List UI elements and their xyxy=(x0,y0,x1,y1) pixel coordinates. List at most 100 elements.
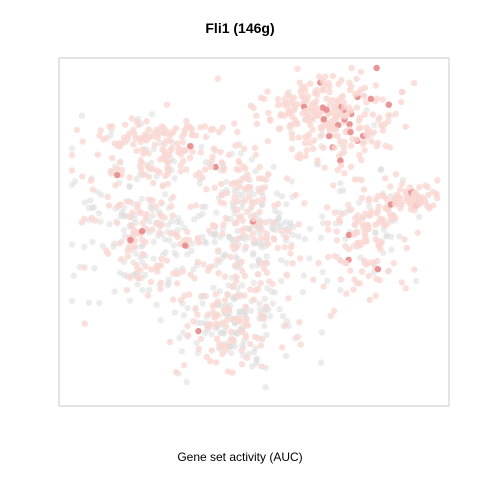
cell-point xyxy=(412,203,419,210)
cell-point xyxy=(116,269,124,276)
cell-point xyxy=(130,229,138,236)
cell-point xyxy=(331,209,338,216)
cell-point xyxy=(332,126,340,133)
cell-point xyxy=(183,123,190,130)
cell-point xyxy=(190,266,197,273)
cell-point xyxy=(89,238,96,246)
cell-point xyxy=(248,199,256,206)
cell-point xyxy=(124,253,132,260)
cell-point xyxy=(258,226,265,233)
cell-point xyxy=(157,222,164,229)
cell-point xyxy=(357,124,364,131)
cell-point xyxy=(274,96,282,103)
cell-point xyxy=(179,268,186,275)
cell-point xyxy=(361,147,368,154)
cell-point xyxy=(161,214,168,221)
cell-point xyxy=(218,180,225,188)
cell-point xyxy=(367,95,375,103)
cell-point xyxy=(207,263,214,270)
cell-point xyxy=(110,243,117,250)
cell-point xyxy=(392,110,399,118)
cell-point xyxy=(134,201,142,208)
cell-point xyxy=(85,299,93,307)
cell-point xyxy=(165,221,172,229)
cell-point xyxy=(361,111,368,118)
cell-point xyxy=(327,312,334,320)
cell-point xyxy=(235,141,243,148)
cell-point xyxy=(302,139,309,147)
cell-point xyxy=(264,88,271,95)
cell-point xyxy=(107,167,114,175)
cell-point xyxy=(184,304,191,312)
cell-point xyxy=(224,291,232,299)
cell-point xyxy=(218,159,225,166)
cell-point xyxy=(229,369,236,376)
cell-point xyxy=(153,262,160,269)
cell-point xyxy=(398,201,405,208)
cell-point xyxy=(319,269,326,276)
cell-point xyxy=(297,155,304,162)
cell-point xyxy=(201,123,209,130)
cell-point xyxy=(325,253,332,261)
cell-point xyxy=(378,122,385,129)
cell-point xyxy=(248,203,255,210)
cell-point xyxy=(325,120,332,128)
cell-point xyxy=(126,174,133,181)
cell-point xyxy=(127,297,134,304)
cell-point xyxy=(172,231,179,238)
cell-point xyxy=(126,183,133,190)
cell-point xyxy=(263,230,270,237)
cell-point xyxy=(242,322,250,329)
cell-point xyxy=(230,315,237,323)
cell-point xyxy=(313,86,320,94)
cell-point xyxy=(278,277,285,285)
cell-point xyxy=(250,191,257,198)
cell-point xyxy=(205,227,213,234)
cell-point xyxy=(274,101,282,109)
cell-point xyxy=(104,193,111,200)
cell-point xyxy=(139,286,146,294)
cell-point xyxy=(258,234,265,242)
cell-point xyxy=(387,233,395,240)
cell-point xyxy=(127,236,134,244)
cell-point xyxy=(324,277,331,284)
cell-point xyxy=(184,228,191,235)
cell-point xyxy=(154,167,161,174)
cell-point xyxy=(379,127,387,134)
cell-point xyxy=(324,220,331,227)
cell-point xyxy=(289,134,296,142)
cell-point xyxy=(180,362,188,369)
cell-point xyxy=(182,146,189,154)
cell-point xyxy=(274,244,281,252)
cell-point xyxy=(161,141,168,148)
cell-point xyxy=(184,322,191,330)
cell-point xyxy=(81,199,89,206)
cell-point xyxy=(367,212,374,219)
cell-point xyxy=(341,170,348,177)
cell-point xyxy=(212,359,220,366)
cell-point xyxy=(145,126,152,133)
cell-point xyxy=(303,147,311,154)
cell-point xyxy=(179,139,186,146)
cell-point xyxy=(347,107,355,114)
cell-point xyxy=(186,291,193,298)
cell-point xyxy=(91,217,99,224)
cell-point xyxy=(203,239,210,247)
cell-point xyxy=(254,270,261,278)
cell-point xyxy=(324,226,332,233)
cell-point xyxy=(411,266,418,273)
cell-point xyxy=(181,292,188,299)
cell-point xyxy=(128,115,135,122)
cell-point xyxy=(133,147,140,154)
cell-point xyxy=(252,360,260,367)
cell-point xyxy=(260,196,267,203)
cell-point xyxy=(177,219,184,227)
cell-point xyxy=(87,197,94,204)
cell-point xyxy=(177,162,184,169)
cell-point xyxy=(321,164,328,171)
cell-point xyxy=(171,309,179,316)
cell-point xyxy=(263,235,270,242)
cell-point xyxy=(276,306,283,313)
cell-point xyxy=(289,260,296,267)
